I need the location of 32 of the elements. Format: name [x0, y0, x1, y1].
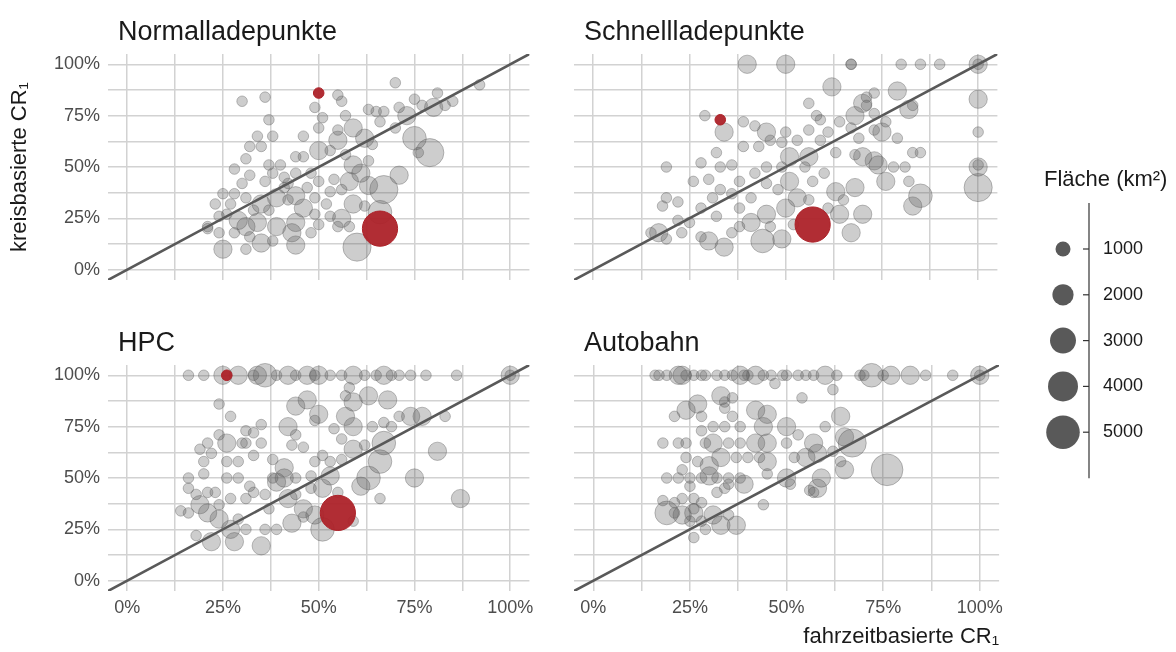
- x-tick-label: 0%: [580, 596, 607, 617]
- y-tick-label: 0%: [73, 569, 100, 590]
- x-tick-label: 25%: [671, 596, 708, 617]
- x-tick-label: 75%: [865, 596, 902, 617]
- y-axis-title: kreisbasierte CR₁: [6, 81, 32, 253]
- legend-label: 2000: [1103, 283, 1144, 304]
- legend-label: 4000: [1103, 375, 1144, 396]
- x-tick-label: 50%: [300, 596, 337, 617]
- legend-title: Fläche (km²): [1044, 166, 1168, 192]
- x-tick-label: 50%: [768, 596, 805, 617]
- x-tick-label: 100%: [487, 596, 534, 617]
- chart-title: Schnellladepunkte: [584, 16, 805, 46]
- y-tick-label: 75%: [63, 104, 100, 125]
- x-tick-label: 0%: [114, 596, 141, 617]
- x-tick-label: 25%: [204, 596, 241, 617]
- chart-title: Autobahn: [584, 327, 700, 357]
- legend-label: 1000: [1103, 237, 1144, 258]
- y-tick-label: 0%: [73, 258, 100, 279]
- y-tick-label: 100%: [53, 364, 100, 385]
- chart-title: Normalladepunkte: [118, 16, 338, 46]
- y-tick-label: 50%: [63, 466, 100, 487]
- y-tick-label: 50%: [63, 155, 100, 176]
- y-tick-label: 25%: [63, 518, 100, 539]
- x-axis-title: fahrzeitbasierte CR₁: [803, 622, 1000, 648]
- y-tick-label: 75%: [63, 415, 100, 436]
- y-tick-label: 25%: [63, 207, 100, 228]
- legend-label: 3000: [1103, 329, 1144, 350]
- y-tick-label: 100%: [53, 53, 100, 74]
- chart-title: HPC: [118, 327, 176, 357]
- legend-label: 5000: [1103, 421, 1144, 442]
- x-tick-label: 75%: [396, 596, 433, 617]
- x-tick-label: 100%: [956, 596, 1003, 617]
